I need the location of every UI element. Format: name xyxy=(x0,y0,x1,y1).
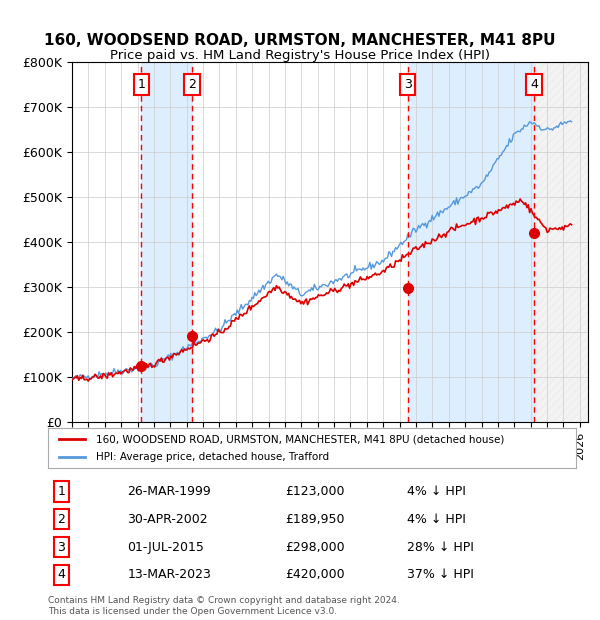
Text: Contains HM Land Registry data © Crown copyright and database right 2024.
This d: Contains HM Land Registry data © Crown c… xyxy=(48,596,400,616)
Text: 30-APR-2002: 30-APR-2002 xyxy=(127,513,208,526)
Text: 2: 2 xyxy=(57,513,65,526)
Text: 4% ↓ HPI: 4% ↓ HPI xyxy=(407,485,466,498)
Text: 1: 1 xyxy=(57,485,65,498)
Text: 1: 1 xyxy=(137,78,145,91)
Text: HPI: Average price, detached house, Trafford: HPI: Average price, detached house, Traf… xyxy=(95,452,329,462)
Text: 37% ↓ HPI: 37% ↓ HPI xyxy=(407,569,474,582)
Text: 4: 4 xyxy=(57,569,65,582)
Text: £298,000: £298,000 xyxy=(286,541,345,554)
Text: 4% ↓ HPI: 4% ↓ HPI xyxy=(407,513,466,526)
Text: 160, WOODSEND ROAD, URMSTON, MANCHESTER, M41 8PU (detached house): 160, WOODSEND ROAD, URMSTON, MANCHESTER,… xyxy=(95,434,504,444)
Text: 2: 2 xyxy=(188,78,196,91)
Text: 160, WOODSEND ROAD, URMSTON, MANCHESTER, M41 8PU: 160, WOODSEND ROAD, URMSTON, MANCHESTER,… xyxy=(44,33,556,48)
Bar xyxy=(408,62,534,422)
Text: 26-MAR-1999: 26-MAR-1999 xyxy=(127,485,211,498)
Text: 01-JUL-2015: 01-JUL-2015 xyxy=(127,541,204,554)
Text: 4: 4 xyxy=(530,78,538,91)
Text: Price paid vs. HM Land Registry's House Price Index (HPI): Price paid vs. HM Land Registry's House … xyxy=(110,50,490,62)
Text: 28% ↓ HPI: 28% ↓ HPI xyxy=(407,541,474,554)
Text: 13-MAR-2023: 13-MAR-2023 xyxy=(127,569,211,582)
Text: 3: 3 xyxy=(404,78,412,91)
Bar xyxy=(141,62,192,422)
Bar xyxy=(534,62,588,422)
Text: 3: 3 xyxy=(57,541,65,554)
Text: £189,950: £189,950 xyxy=(286,513,345,526)
Text: £420,000: £420,000 xyxy=(286,569,345,582)
Text: £123,000: £123,000 xyxy=(286,485,345,498)
